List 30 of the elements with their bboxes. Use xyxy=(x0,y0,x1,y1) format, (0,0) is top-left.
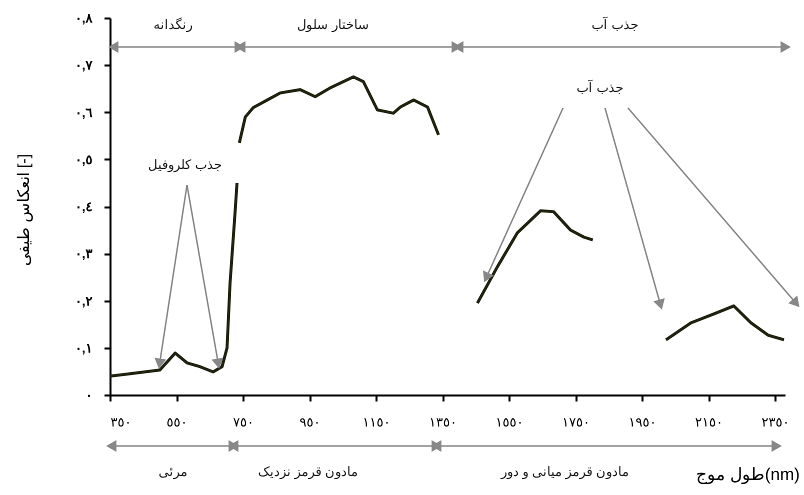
x-tick-label: ١٧٥٠ xyxy=(562,414,590,430)
y-tick-label: ٠,١ xyxy=(74,340,92,356)
x-tick-label: ١٥٥٠ xyxy=(496,414,524,430)
y-tick-label: ٠ xyxy=(86,388,92,402)
text: مرئی xyxy=(158,464,188,480)
x-tick-label: ٧٥٠ xyxy=(233,414,254,430)
x-tick-label: ١٩٥٠ xyxy=(628,414,657,430)
annotation: رنگدانه xyxy=(154,17,192,33)
annotation: جذب آب xyxy=(576,79,624,95)
y-tick-label: ٠,٦ xyxy=(74,104,92,120)
x-tick-label: ٢١٥٠ xyxy=(695,414,724,430)
x-tick-label: ٢٣٥٠ xyxy=(762,414,790,430)
annotation: جذب آب xyxy=(592,16,638,32)
annotation: جذب کلروفیل xyxy=(148,157,222,173)
x-tick-label: ١١٥٠ xyxy=(362,414,391,430)
y-tick-label: ٠,٣ xyxy=(74,246,92,262)
x-tick-label: ٥٥٠ xyxy=(166,414,188,430)
annotation: ساختار سلول xyxy=(297,17,369,33)
text: مادون قرمز نزدیک xyxy=(258,464,358,480)
y-tick-label: ٠,٢ xyxy=(74,293,92,308)
y-tick-label: ٠,٤ xyxy=(74,199,92,214)
y-tick-label: ٠,٥ xyxy=(74,152,92,167)
y-axis-title: انعکاس طیفی [-] xyxy=(16,154,33,266)
y-tick-label: ٠,٧ xyxy=(74,58,94,73)
x-tick-label: ٩٥٠ xyxy=(300,414,321,430)
x-axis-title: طول موج(nm) xyxy=(696,465,800,485)
text: مادون قرمز میانی و دور xyxy=(500,464,630,480)
x-tick-label: ٣٥٠ xyxy=(110,414,132,430)
x-tick-label: ١٣٥٠ xyxy=(429,414,458,430)
y-tick-label: ٠,٨ xyxy=(74,10,94,26)
